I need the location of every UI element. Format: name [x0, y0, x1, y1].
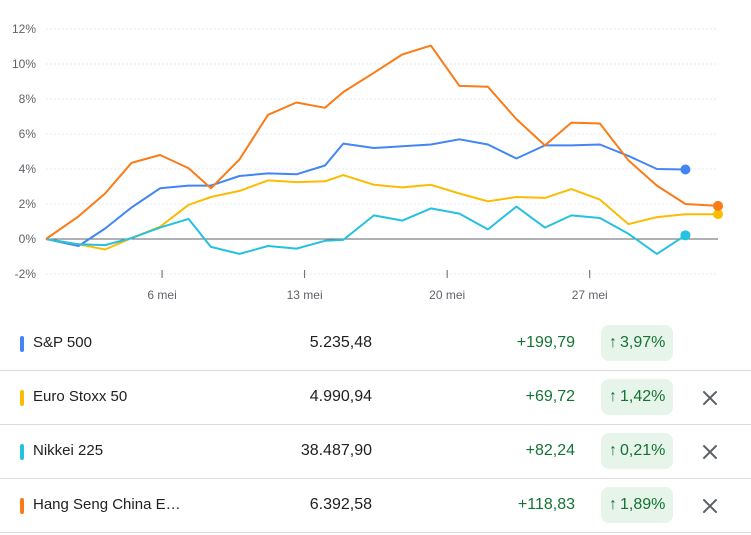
index-row[interactable]: Euro Stoxx 50 4.990,94 +69,72 ↑ 1,42% [0, 371, 751, 425]
series-line-0 [45, 138, 686, 247]
x-tick-label: 20 mei [429, 288, 465, 302]
index-name: Hang Seng China E… [33, 496, 181, 513]
index-name: Nikkei 225 [33, 442, 104, 459]
index-change: +82,24 [525, 442, 575, 459]
arrow-up-icon: ↑ [609, 388, 617, 405]
index-row[interactable]: Hang Seng China E… 6.392,58 +118,83 ↑ 1,89% [0, 479, 751, 533]
close-icon [703, 499, 717, 513]
close-icon [703, 445, 717, 459]
x-tick-label: 6 mei [147, 288, 176, 302]
series-end-point-1 [713, 209, 723, 220]
percent-change-value: 0,21% [620, 442, 666, 459]
percent-change-badge: ↑ 1,89% [601, 487, 674, 523]
chart-grid [46, 28, 718, 275]
series-line-3 [45, 44, 719, 240]
index-change: +199,79 [516, 334, 575, 351]
remove-button[interactable] [696, 438, 724, 466]
index-row[interactable]: S&P 500 5.235,48 +199,79 ↑ 3,97% [0, 317, 751, 371]
percent-change-badge: ↑ 0,21% [601, 433, 674, 469]
index-row[interactable]: Nikkei 225 38.487,90 +82,24 ↑ 0,21% [0, 425, 751, 479]
comparison-chart: 12% 10% 8% 6% 4% 2% 0% -2% 6 mei 13 mei 20 mei 27 m… [12, 22, 723, 302]
series-end-point-0 [680, 164, 691, 175]
y-tick-label: 12% [12, 22, 36, 36]
y-tick-label: -2% [15, 267, 37, 281]
series-color-swatch [20, 336, 24, 352]
index-price: 4.990,94 [309, 388, 372, 405]
series-color-swatch [20, 390, 24, 406]
index-change: +69,72 [525, 388, 575, 405]
index-name: S&P 500 [33, 334, 92, 351]
series-end-point-3 [713, 200, 723, 211]
series-end-point-2 [680, 230, 691, 241]
arrow-up-icon: ↑ [609, 442, 617, 459]
x-tick-label: 27 mei [572, 288, 608, 302]
y-tick-label: 4% [19, 162, 37, 176]
arrow-up-icon: ↑ [609, 334, 617, 351]
percent-change-value: 1,89% [620, 496, 666, 513]
index-price: 38.487,90 [300, 442, 372, 459]
series-line-2 [45, 205, 686, 255]
arrow-up-icon: ↑ [609, 496, 617, 513]
index-change: +118,83 [517, 496, 575, 513]
chart-axes: 12% 10% 8% 6% 4% 2% 0% -2% 6 mei 13 mei 20 mei 27 m… [12, 22, 608, 302]
percent-change-badge: ↑ 3,97% [601, 325, 674, 361]
x-tick-label: 13 mei [287, 288, 323, 302]
percent-change-value: 1,42% [620, 388, 666, 405]
index-name: Euro Stoxx 50 [33, 388, 128, 405]
series-color-swatch [20, 498, 24, 514]
y-tick-label: 0% [19, 232, 37, 246]
close-icon [703, 391, 717, 405]
remove-button[interactable] [696, 492, 724, 520]
y-tick-label: 8% [19, 92, 37, 106]
index-price: 5.235,48 [309, 334, 372, 351]
percent-change-badge: ↑ 1,42% [601, 379, 674, 415]
y-tick-label: 10% [12, 57, 36, 71]
series-line-1 [45, 174, 718, 251]
chart-lines [45, 44, 723, 255]
index-price: 6.392,58 [309, 496, 372, 513]
remove-button[interactable] [696, 384, 724, 412]
percent-change-value: 3,97% [620, 334, 666, 351]
index-list: S&P 500 5.235,48 +199,79 ↑ 3,97% Euro Stoxx 5… [0, 317, 751, 533]
y-tick-label: 6% [19, 127, 37, 141]
series-color-swatch [20, 444, 24, 460]
y-tick-label: 2% [19, 197, 37, 211]
